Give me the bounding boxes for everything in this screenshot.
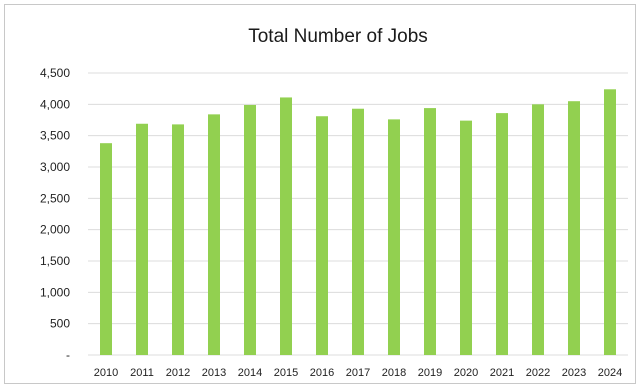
bar-2012 <box>172 124 184 356</box>
x-tick-label: 2013 <box>202 367 226 379</box>
bar-2022 <box>532 104 544 355</box>
x-tick-label: 2017 <box>346 367 370 379</box>
x-axis-ticks: 2010 2011 2012 2013 2014 2015 2016 2017 2018 2019… <box>94 367 622 379</box>
y-tick-label: 1,500 <box>40 254 70 268</box>
bar-2016 <box>316 116 328 356</box>
y-tick-label: 2,000 <box>40 223 70 237</box>
y-tick-label: 4,000 <box>40 97 70 111</box>
bar-2010 <box>100 143 112 355</box>
bar-2015 <box>280 97 292 355</box>
y-tick-label: 3,500 <box>40 129 70 143</box>
chart-title: Total Number of Jobs <box>248 26 428 47</box>
x-tick-label: 2019 <box>418 367 442 379</box>
x-tick-label: 2011 <box>130 367 154 379</box>
y-tick-label: 1,000 <box>40 285 70 299</box>
bar-2020 <box>460 120 472 355</box>
y-tick-label: 4,500 <box>40 66 70 80</box>
bar-2019 <box>424 108 436 356</box>
bar-2011 <box>136 123 148 355</box>
x-tick-label: 2015 <box>274 367 298 379</box>
bar-2017 <box>352 108 364 355</box>
bar-2023 <box>568 101 580 355</box>
y-tick-label: - <box>66 348 70 362</box>
bar-2021 <box>496 113 508 356</box>
y-axis-ticks: - 500 1,000 1,500 2,000 2,500 3,000 3,500 4,000 4… <box>40 66 70 362</box>
x-tick-label: 2010 <box>94 367 118 379</box>
bar-2014 <box>244 104 256 356</box>
bar-2024 <box>604 89 616 355</box>
x-tick-label: 2020 <box>454 367 478 379</box>
x-tick-label: 2024 <box>598 367 622 379</box>
x-tick-label: 2016 <box>310 367 334 379</box>
x-tick-label: 2012 <box>166 367 190 379</box>
y-tick-label: 3,000 <box>40 160 70 174</box>
x-tick-label: 2018 <box>382 367 406 379</box>
y-tick-label: 500 <box>50 317 70 331</box>
x-tick-label: 2023 <box>562 367 586 379</box>
x-tick-label: 2022 <box>526 367 550 379</box>
bar-2013 <box>208 114 220 355</box>
bar-2018 <box>388 119 400 355</box>
x-tick-label: 2021 <box>490 367 514 379</box>
y-tick-label: 2,500 <box>40 191 70 205</box>
x-tick-label: 2014 <box>238 367 262 379</box>
bars <box>100 89 616 356</box>
